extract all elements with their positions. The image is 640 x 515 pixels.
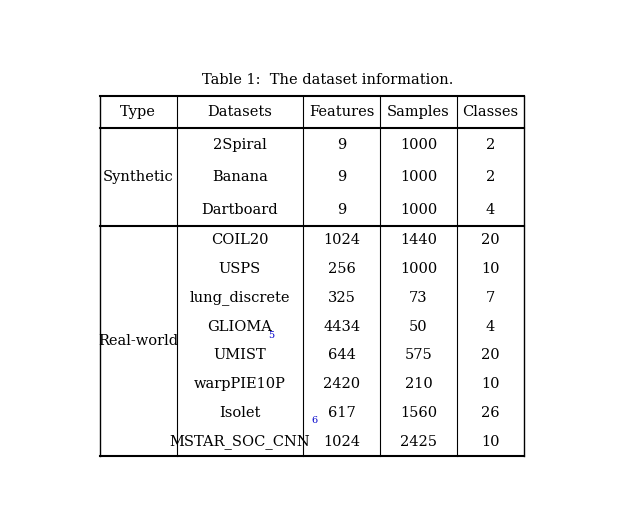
Text: Table 1:  The dataset information.: Table 1: The dataset information. bbox=[202, 73, 454, 87]
Text: 2: 2 bbox=[486, 138, 495, 152]
Text: lung_discrete: lung_discrete bbox=[189, 290, 290, 305]
Text: UMIST: UMIST bbox=[214, 348, 266, 363]
Text: 20: 20 bbox=[481, 233, 500, 247]
Text: 2Spiral: 2Spiral bbox=[213, 138, 267, 152]
Text: Classes: Classes bbox=[462, 105, 518, 119]
Text: 9: 9 bbox=[337, 203, 346, 217]
Text: 2420: 2420 bbox=[323, 377, 360, 391]
Text: COIL20: COIL20 bbox=[211, 233, 269, 247]
Text: 2: 2 bbox=[486, 170, 495, 184]
Text: 1560: 1560 bbox=[400, 406, 437, 420]
Text: 9: 9 bbox=[337, 170, 346, 184]
Text: MSTAR_SOC_CNN: MSTAR_SOC_CNN bbox=[170, 434, 310, 449]
Text: 1440: 1440 bbox=[400, 233, 437, 247]
Text: 4: 4 bbox=[486, 203, 495, 217]
Text: 1000: 1000 bbox=[400, 170, 437, 184]
Text: Features: Features bbox=[309, 105, 374, 119]
Text: USPS: USPS bbox=[219, 262, 261, 276]
Text: Real-world: Real-world bbox=[98, 334, 179, 348]
Text: GLIOMA: GLIOMA bbox=[207, 320, 273, 334]
Text: 5: 5 bbox=[268, 331, 274, 340]
Text: 1000: 1000 bbox=[400, 262, 437, 276]
Text: Type: Type bbox=[120, 105, 156, 119]
Text: 9: 9 bbox=[337, 138, 346, 152]
Text: 10: 10 bbox=[481, 262, 500, 276]
Text: Isolet: Isolet bbox=[220, 406, 260, 420]
Text: 325: 325 bbox=[328, 291, 356, 305]
Text: 256: 256 bbox=[328, 262, 356, 276]
Text: 617: 617 bbox=[328, 406, 355, 420]
Text: 1024: 1024 bbox=[323, 435, 360, 449]
Text: 26: 26 bbox=[481, 406, 500, 420]
Text: 7: 7 bbox=[486, 291, 495, 305]
Text: 575: 575 bbox=[404, 348, 433, 363]
Text: 1024: 1024 bbox=[323, 233, 360, 247]
Text: Banana: Banana bbox=[212, 170, 268, 184]
Text: 2425: 2425 bbox=[400, 435, 437, 449]
Text: 210: 210 bbox=[404, 377, 433, 391]
Text: 644: 644 bbox=[328, 348, 356, 363]
Text: 73: 73 bbox=[409, 291, 428, 305]
Text: 50: 50 bbox=[409, 320, 428, 334]
Text: Datasets: Datasets bbox=[207, 105, 273, 119]
Text: 10: 10 bbox=[481, 435, 500, 449]
Text: Dartboard: Dartboard bbox=[202, 203, 278, 217]
Text: Samples: Samples bbox=[387, 105, 450, 119]
Text: 20: 20 bbox=[481, 348, 500, 363]
Text: 4434: 4434 bbox=[323, 320, 360, 334]
Text: warpPIE10P: warpPIE10P bbox=[194, 377, 286, 391]
Text: Synthetic: Synthetic bbox=[103, 170, 173, 184]
Text: 1000: 1000 bbox=[400, 138, 437, 152]
Text: 1000: 1000 bbox=[400, 203, 437, 217]
Text: 6: 6 bbox=[312, 416, 318, 425]
Text: 10: 10 bbox=[481, 377, 500, 391]
Text: 4: 4 bbox=[486, 320, 495, 334]
